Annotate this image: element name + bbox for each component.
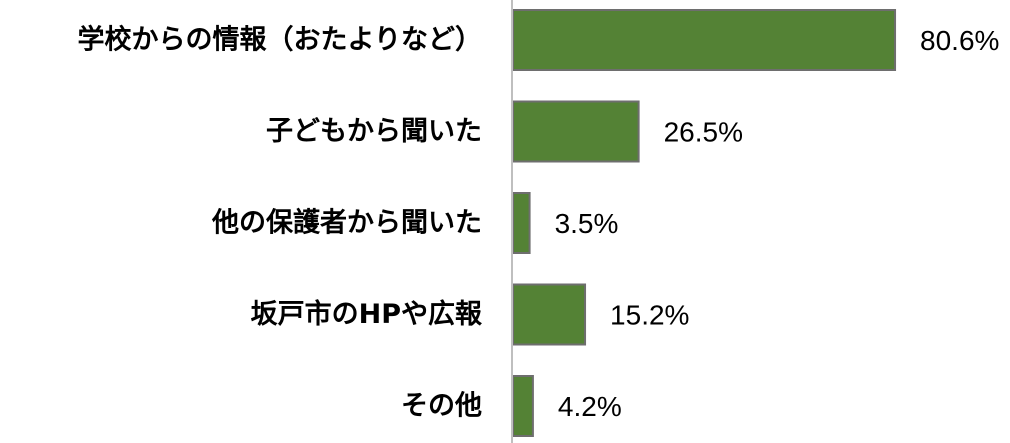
category-labels: 学校からの情報（おたよりなど） 子どもから聞いた他の保護者から聞いた坂戸市のHPや… — [78, 24, 483, 422]
bars — [512, 9, 897, 437]
bar — [512, 283, 587, 346]
value-label: 3.5% — [555, 208, 619, 239]
value-label: 4.2% — [558, 391, 622, 422]
bar — [512, 9, 897, 71]
category-label: 子どもから聞いた — [266, 116, 482, 147]
bar — [512, 192, 531, 254]
category-label: 他の保護者から聞いた — [211, 207, 482, 239]
value-labels: 80.6% 26.5% 3.5% 15.2% 4.2% — [555, 25, 1000, 422]
category-label: 学校からの情報（おたよりなど） — [78, 24, 482, 56]
category-label: 坂戸市のHPや広報 — [251, 298, 483, 330]
category-label: その他 — [401, 391, 482, 422]
value-label: 80.6% — [920, 25, 999, 56]
bar — [512, 375, 534, 437]
bar — [512, 100, 640, 163]
value-label: 15.2% — [610, 300, 689, 331]
value-label: 26.5% — [664, 117, 743, 148]
